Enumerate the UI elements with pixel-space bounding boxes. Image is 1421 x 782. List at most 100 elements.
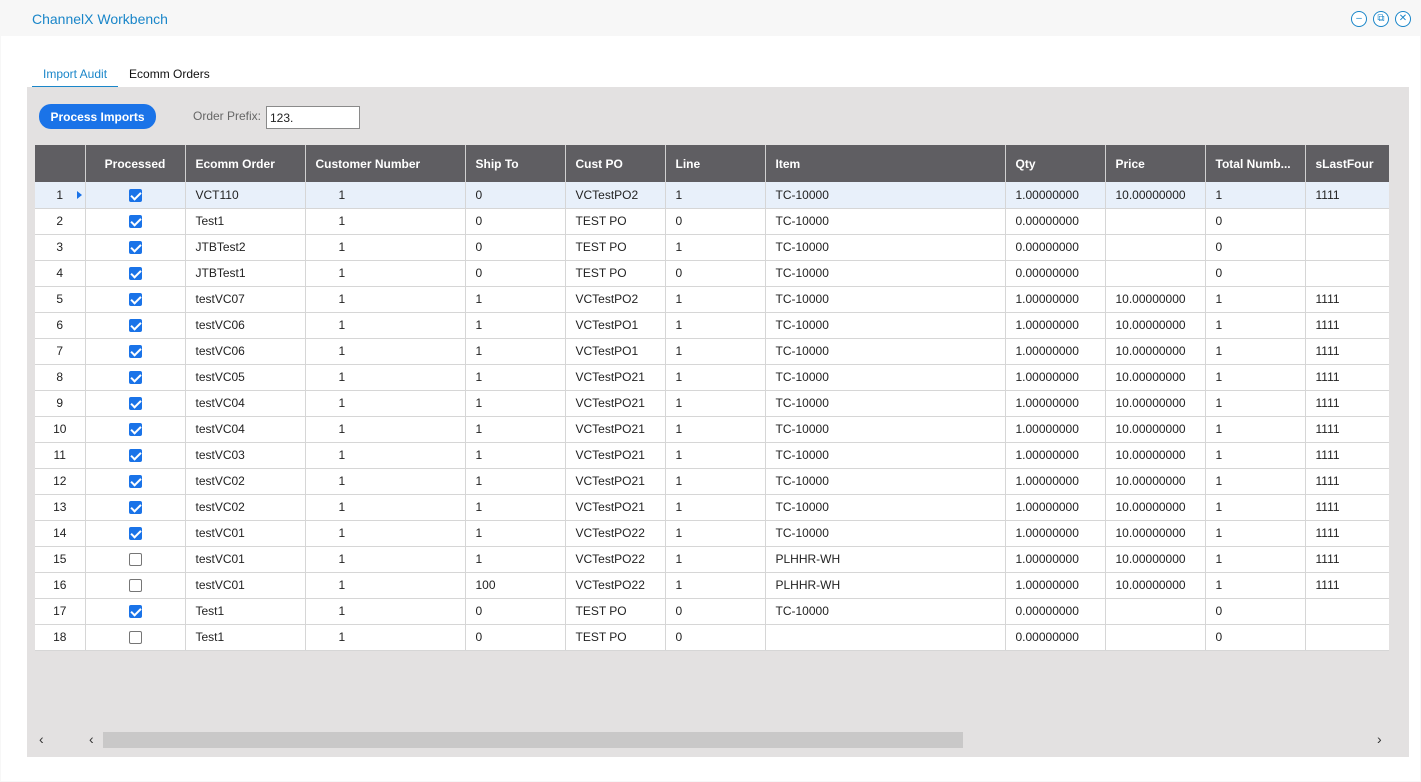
cust-po-cell[interactable]: VCTestPO2 <box>565 182 666 209</box>
slastfour-cell[interactable]: 1111 <box>1305 520 1389 547</box>
ecomm-order-cell[interactable]: testVC06 <box>185 338 306 365</box>
total-number-cell[interactable]: 1 <box>1205 520 1306 547</box>
line-cell[interactable]: 0 <box>665 598 766 625</box>
row-number-cell[interactable]: 11 <box>35 442 86 469</box>
processed-checkbox[interactable] <box>128 475 142 489</box>
customer-number-cell[interactable]: 1 <box>305 260 466 287</box>
line-cell[interactable]: 1 <box>665 234 766 261</box>
customer-number-cell[interactable]: 1 <box>305 234 466 261</box>
qty-cell[interactable]: 1.00000000 <box>1005 572 1106 599</box>
row-number-cell[interactable]: 1 <box>35 182 86 209</box>
table-row[interactable]: 4 JTBTest1 1 0 TEST PO 0 TC-10000 0.00000000 0 <box>35 260 1389 287</box>
row-number-cell[interactable]: 2 <box>35 208 86 235</box>
ecomm-order-cell[interactable]: testVC05 <box>185 364 306 391</box>
table-row[interactable]: 18 Test1 1 0 TEST PO 0 0.00000000 0 <box>35 624 1389 651</box>
processed-checkbox[interactable] <box>128 241 142 255</box>
cust-po-cell[interactable]: TEST PO <box>565 208 666 235</box>
customer-number-cell[interactable]: 1 <box>305 182 466 209</box>
table-row[interactable]: 6 testVC06 1 1 VCTestPO1 1 TC-10000 1.00000000 1… <box>35 312 1389 339</box>
ship-to-cell[interactable]: 1 <box>465 312 566 339</box>
row-number-cell[interactable]: 9 <box>35 390 86 417</box>
cust-po-cell[interactable]: VCTestPO22 <box>565 572 666 599</box>
row-number-cell[interactable]: 13 <box>35 494 86 521</box>
total-number-cell[interactable]: 1 <box>1205 364 1306 391</box>
slastfour-cell[interactable] <box>1305 624 1389 651</box>
item-cell[interactable]: TC-10000 <box>765 312 1006 339</box>
ecomm-order-cell[interactable]: testVC02 <box>185 468 306 495</box>
line-cell[interactable]: 1 <box>665 312 766 339</box>
total-number-cell[interactable]: 0 <box>1205 208 1306 235</box>
table-row[interactable]: 15 testVC01 1 1 VCTestPO22 1 PLHHR-WH 1.0000000… <box>35 546 1389 573</box>
qty-cell[interactable]: 1.00000000 <box>1005 546 1106 573</box>
ecomm-order-cell[interactable]: testVC01 <box>185 520 306 547</box>
row-number-cell[interactable]: 6 <box>35 312 86 339</box>
row-number-cell[interactable]: 16 <box>35 572 86 599</box>
total-number-cell[interactable]: 1 <box>1205 546 1306 573</box>
total-number-cell[interactable]: 1 <box>1205 312 1306 339</box>
qty-cell[interactable]: 0.00000000 <box>1005 260 1106 287</box>
table-row[interactable]: 16 testVC01 1 100 VCTestPO22 1 PLHHR-WH 1.00000… <box>35 572 1389 599</box>
ecomm-order-cell[interactable]: testVC06 <box>185 312 306 339</box>
processed-checkbox[interactable] <box>128 345 142 359</box>
total-number-cell[interactable]: 1 <box>1205 390 1306 417</box>
ship-to-cell[interactable]: 0 <box>465 260 566 287</box>
line-cell[interactable]: 0 <box>665 260 766 287</box>
scroll-left-icon[interactable]: ‹ <box>39 731 44 747</box>
row-number-cell[interactable]: 18 <box>35 624 86 651</box>
cust-po-cell[interactable]: VCTestPO22 <box>565 520 666 547</box>
price-cell[interactable]: 10.00000000 <box>1105 572 1206 599</box>
total-number-cell[interactable]: 0 <box>1205 598 1306 625</box>
customer-number-cell[interactable]: 1 <box>305 442 466 469</box>
close-icon[interactable]: ✕ <box>1395 11 1411 27</box>
scroll-left-step-icon[interactable]: ‹ <box>89 731 94 747</box>
row-number-cell[interactable]: 15 <box>35 546 86 573</box>
cust-po-cell[interactable]: VCTestPO21 <box>565 390 666 417</box>
qty-cell[interactable]: 1.00000000 <box>1005 416 1106 443</box>
processed-checkbox[interactable] <box>128 501 142 515</box>
line-cell[interactable]: 1 <box>665 494 766 521</box>
qty-cell[interactable]: 1.00000000 <box>1005 338 1106 365</box>
cust-po-cell[interactable]: VCTestPO21 <box>565 468 666 495</box>
item-cell[interactable]: TC-10000 <box>765 286 1006 313</box>
slastfour-cell[interactable]: 1111 <box>1305 364 1389 391</box>
processed-checkbox[interactable] <box>128 605 142 619</box>
item-cell[interactable]: TC-10000 <box>765 390 1006 417</box>
cust-po-cell[interactable]: VCTestPO22 <box>565 546 666 573</box>
price-cell[interactable] <box>1105 260 1206 287</box>
line-cell[interactable]: 1 <box>665 182 766 209</box>
ship-to-cell[interactable]: 1 <box>465 442 566 469</box>
total-number-cell[interactable]: 1 <box>1205 182 1306 209</box>
price-cell[interactable]: 10.00000000 <box>1105 364 1206 391</box>
slastfour-cell[interactable]: 1111 <box>1305 546 1389 573</box>
processed-checkbox[interactable] <box>128 188 142 202</box>
ship-to-cell[interactable]: 1 <box>465 286 566 313</box>
row-number-cell[interactable]: 10 <box>35 416 86 443</box>
slastfour-cell[interactable] <box>1305 260 1389 287</box>
column-header-price[interactable]: Price <box>1105 145 1206 182</box>
ecomm-order-cell[interactable]: testVC03 <box>185 442 306 469</box>
price-cell[interactable]: 10.00000000 <box>1105 468 1206 495</box>
qty-cell[interactable]: 1.00000000 <box>1005 286 1106 313</box>
item-cell[interactable]: TC-10000 <box>765 468 1006 495</box>
item-cell[interactable]: PLHHR-WH <box>765 572 1006 599</box>
ship-to-cell[interactable]: 1 <box>465 338 566 365</box>
column-header-item[interactable]: Item <box>765 145 1006 182</box>
ecomm-order-cell[interactable]: VCT110 <box>185 182 306 209</box>
processed-checkbox[interactable] <box>128 579 142 593</box>
cust-po-cell[interactable]: VCTestPO1 <box>565 312 666 339</box>
price-cell[interactable] <box>1105 208 1206 235</box>
restore-icon[interactable]: ⧉ <box>1373 11 1389 27</box>
table-row[interactable]: 17 Test1 1 0 TEST PO 0 TC-10000 0.00000000 0 <box>35 598 1389 625</box>
qty-cell[interactable]: 1.00000000 <box>1005 520 1106 547</box>
item-cell[interactable]: TC-10000 <box>765 520 1006 547</box>
column-header-row-number[interactable] <box>35 145 86 182</box>
item-cell[interactable]: TC-10000 <box>765 260 1006 287</box>
price-cell[interactable]: 10.00000000 <box>1105 286 1206 313</box>
ship-to-cell[interactable]: 0 <box>465 624 566 651</box>
ecomm-order-cell[interactable]: testVC01 <box>185 572 306 599</box>
qty-cell[interactable]: 1.00000000 <box>1005 312 1106 339</box>
price-cell[interactable]: 10.00000000 <box>1105 442 1206 469</box>
ecomm-order-cell[interactable]: JTBTest1 <box>185 260 306 287</box>
item-cell[interactable]: TC-10000 <box>765 208 1006 235</box>
price-cell[interactable]: 10.00000000 <box>1105 494 1206 521</box>
